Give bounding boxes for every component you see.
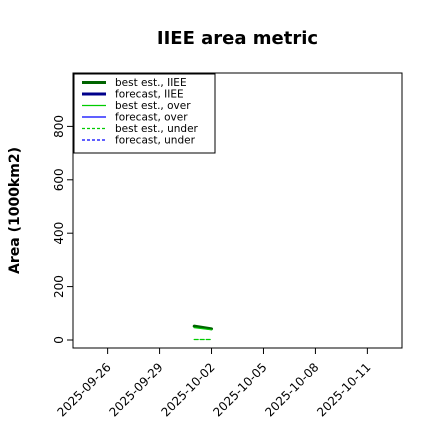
series-line bbox=[192, 324, 213, 331]
y-axis-label: Area (1000km2) bbox=[7, 147, 23, 274]
y-tick-label: 400 bbox=[52, 222, 66, 245]
legend-label: best est., over bbox=[115, 100, 191, 112]
x-axis: 2025-09-262025-09-292025-10-022025-10-05… bbox=[55, 348, 373, 419]
x-tick-label: 2025-09-26 bbox=[55, 360, 114, 419]
plot-area bbox=[192, 324, 213, 341]
y-tick-label: 600 bbox=[52, 168, 66, 191]
x-tick-label: 2025-10-02 bbox=[158, 360, 217, 419]
plot-frame bbox=[72, 72, 403, 349]
chart-title: IIEE area metric bbox=[157, 28, 318, 49]
series-line bbox=[193, 327, 213, 331]
legend-label: best est., IIEE bbox=[115, 77, 187, 89]
legend-label: forecast, IIEE bbox=[115, 89, 184, 101]
x-tick-label: 2025-10-05 bbox=[210, 360, 269, 419]
legend-label: best est., under bbox=[115, 123, 199, 135]
x-tick-label: 2025-10-08 bbox=[262, 360, 321, 419]
x-tick-label: 2025-09-29 bbox=[106, 360, 165, 419]
y-tick-label: 200 bbox=[52, 275, 66, 298]
legend-label: forecast, over bbox=[115, 112, 188, 124]
legend-label: forecast, under bbox=[115, 135, 196, 147]
x-tick-label: 2025-10-11 bbox=[314, 360, 373, 419]
y-tick-label: 0 bbox=[52, 336, 66, 344]
y-axis: 0 200 400 600 800 bbox=[52, 115, 73, 344]
y-tick-label: 800 bbox=[52, 115, 66, 138]
